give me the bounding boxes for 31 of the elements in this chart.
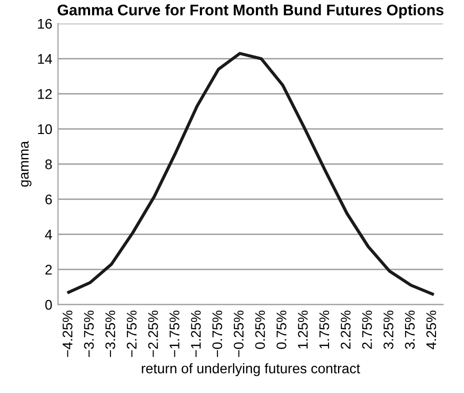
line-series — [67, 52, 434, 296]
x-tick-label: 1.25% — [298, 310, 308, 348]
x-tick-label: 0.25% — [255, 310, 265, 349]
x-tick-label: −1.25% — [190, 310, 201, 357]
y-tick-label: 8 — [45, 159, 52, 170]
y-tick-label: 2 — [45, 264, 52, 274]
chart-title: Gamma Curve for Front Month Bund Futures Options — [58, 4, 444, 18]
x-tick-label: −2.25% — [148, 310, 158, 357]
x-axis-title: return of underlying futures contract — [142, 363, 360, 376]
x-tick-label: −3.75% — [84, 310, 94, 357]
x-tick-label: 3.75% — [404, 310, 415, 349]
x-tick-label: −0.75% — [212, 310, 222, 357]
y-tick-label: 4 — [45, 230, 52, 240]
y-tick-label: 0 — [45, 300, 52, 310]
x-tick-label: 2.75% — [362, 310, 372, 349]
y-axis-title: gamma — [21, 140, 32, 187]
x-tick-label: −2.75% — [126, 310, 137, 357]
y-tick-label: 6 — [45, 194, 52, 204]
x-tick-label: −4.25% — [62, 310, 72, 357]
x-tick-label: −3.25% — [105, 310, 116, 357]
y-tick-label: 16 — [38, 18, 52, 29]
x-tick-label: 3.25% — [384, 310, 394, 349]
y-tick-label: 12 — [38, 89, 52, 99]
x-tick-label: 4.25% — [426, 310, 436, 350]
x-tick-label: −0.25% — [234, 310, 244, 357]
y-tick-label: 14 — [38, 54, 52, 64]
x-tick-label: 0.75% — [276, 310, 286, 349]
x-tick-label: 2.25% — [340, 310, 351, 349]
x-tick-label: 1.75% — [319, 310, 330, 348]
x-tick-label: −1.75% — [170, 310, 180, 357]
y-tick-label: 10 — [38, 124, 52, 134]
